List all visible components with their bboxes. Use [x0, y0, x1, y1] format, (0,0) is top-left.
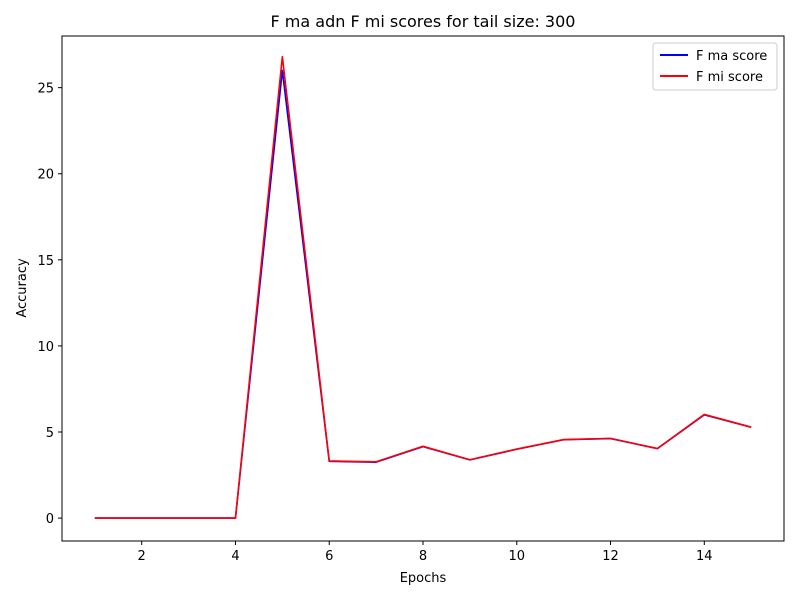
x-axis-label: Epochs — [400, 571, 447, 586]
plot-lines — [94, 55, 752, 519]
chart-title: F ma adn F mi scores for tail size: 300 — [271, 12, 576, 31]
series-line-f-mi-score — [94, 55, 752, 519]
x-axis-ticks: 2 4 6 8 10 12 14 — [138, 541, 713, 564]
y-tick-label: 15 — [37, 254, 54, 269]
x-tick-label: 2 — [138, 549, 146, 564]
y-tick-label: 0 — [46, 512, 54, 527]
y-tick-label: 5 — [46, 426, 54, 441]
x-tick-label: 4 — [231, 549, 239, 564]
y-axis-label: Accuracy — [15, 258, 30, 318]
x-tick-label: 8 — [419, 549, 427, 564]
y-tick-label: 25 — [37, 82, 54, 97]
legend-label-f-ma-score: F ma score — [696, 49, 767, 64]
x-tick-label: 10 — [508, 549, 525, 564]
x-tick-label: 6 — [325, 549, 333, 564]
x-tick-label: 12 — [602, 549, 619, 564]
y-tick-label: 20 — [37, 168, 54, 183]
y-tick-label: 10 — [37, 340, 54, 355]
legend: F ma score F mi score — [652, 42, 778, 91]
y-axis-ticks: 0 5 10 15 20 25 — [37, 82, 62, 527]
series-line-f-ma-score — [94, 69, 752, 519]
x-tick-label: 14 — [696, 549, 713, 564]
plot-frame — [61, 35, 785, 542]
legend-label-f-mi-score: F mi score — [696, 70, 763, 85]
